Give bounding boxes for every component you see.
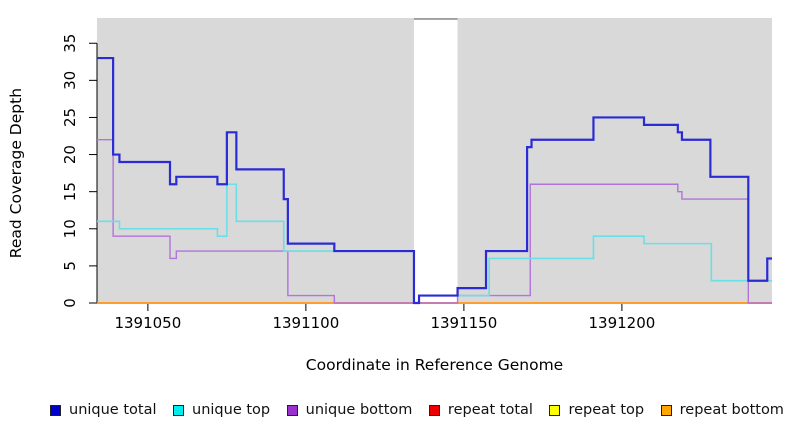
coverage-chart: 0 5 10 15 20 25 30 35 1391050 1391100 1391150 13912… — [7, 18, 772, 374]
series-line-unique-total — [97, 56, 772, 305]
legend-swatch-unique-top — [173, 404, 185, 416]
legend-swatch-unique-total — [50, 404, 61, 416]
legend-swatch-repeat-top — [549, 404, 561, 416]
legend-label: unique top — [192, 402, 271, 418]
legend-label: repeat bottom — [679, 402, 784, 418]
x-tick-label: 1391200 — [588, 314, 655, 332]
legend-swatch-repeat-bottom — [660, 404, 672, 416]
x-tick-label: 1391150 — [430, 314, 497, 332]
legend-label: repeat top — [568, 402, 645, 418]
x-tick-label: 1391050 — [114, 314, 181, 332]
y-axis-title: Read Coverage Depth — [7, 88, 25, 258]
series-line-unique-bottom — [97, 139, 772, 304]
y-tick-label: 25 — [61, 108, 79, 127]
legend-item-unique-top: unique top — [173, 402, 270, 418]
legend-item-repeat-total: repeat total — [428, 402, 533, 418]
legend-item-unique-bottom: unique bottom — [286, 402, 413, 418]
legend-label: unique bottom — [305, 402, 413, 418]
y-tick-label: 30 — [61, 71, 79, 90]
legend-swatch-repeat-total — [428, 404, 440, 416]
legend-item-unique-total: unique total — [50, 402, 157, 418]
x-axis-title: Coordinate in Reference Genome — [306, 356, 563, 374]
x-tick-label: 1391100 — [272, 314, 339, 332]
y-tick-label: 35 — [61, 34, 79, 53]
y-tick-label: 0 — [61, 298, 79, 308]
legend-swatch-unique-bottom — [286, 404, 298, 416]
y-tick-label: 15 — [61, 182, 79, 201]
chart-legend: unique total unique top unique bottom repea… — [50, 397, 784, 423]
legend-item-repeat-top: repeat top — [549, 402, 644, 418]
y-tick-label: 20 — [61, 145, 79, 164]
legend-label: repeat total — [447, 402, 533, 418]
y-tick-label: 5 — [61, 261, 79, 271]
legend-item-repeat-bottom: repeat bottom — [660, 402, 784, 418]
legend-label: unique total — [69, 402, 157, 418]
masked-region — [413, 19, 458, 303]
y-tick-label: 10 — [61, 219, 79, 238]
